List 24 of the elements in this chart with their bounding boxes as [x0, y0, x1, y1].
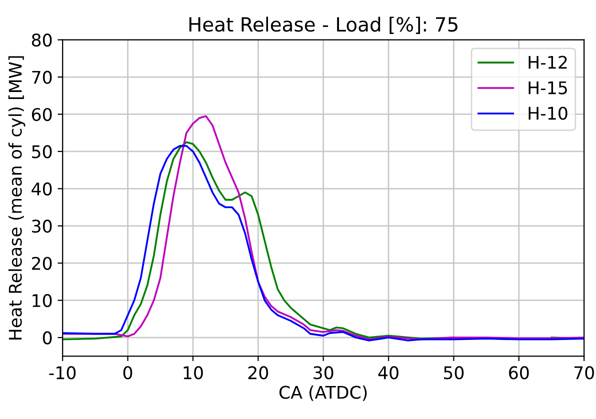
x-tick-label: -10: [49, 366, 76, 380]
x-tick-label: 40: [378, 366, 398, 380]
y-axis-title: Heat Release (mean of cyl) [MW]: [8, 56, 26, 340]
legend-label: H-12: [528, 56, 567, 69]
legend-label: H-15: [528, 81, 567, 94]
y-tick-label: 60: [32, 108, 52, 122]
x-tick-label: 60: [509, 366, 529, 380]
x-tick-label: 70: [574, 366, 594, 380]
y-tick-label: 70: [32, 70, 52, 84]
y-tick-label: 20: [32, 256, 52, 270]
x-tick-label: 10: [184, 366, 203, 380]
y-tick-label: 50: [32, 145, 52, 158]
x-tick-label: 20: [248, 366, 268, 380]
x-tick-label: 30: [314, 366, 334, 380]
chart-title: Heat Release - Load [%]: 75: [189, 16, 458, 34]
y-tick-label: 80: [32, 34, 52, 47]
y-tick-label: 10: [32, 294, 52, 308]
y-tick-label: 30: [32, 220, 52, 233]
x-axis-title: CA (ATDC): [279, 385, 367, 401]
y-tick-label: 0: [42, 331, 52, 344]
y-tick-label: 40: [32, 182, 52, 196]
legend-label: H-10: [528, 106, 568, 120]
x-tick-label: 50: [444, 366, 464, 380]
x-tick-label: 0: [123, 366, 132, 380]
